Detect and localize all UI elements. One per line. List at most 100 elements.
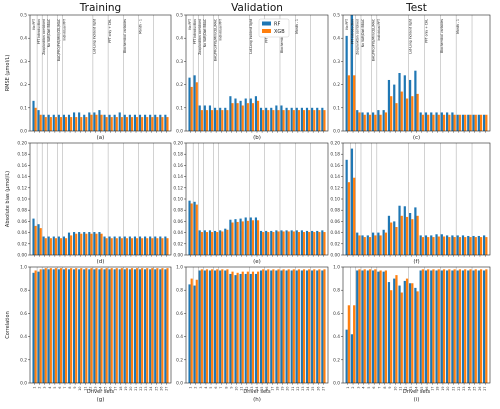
x-tick-label: 23	[462, 387, 466, 391]
x-tick-label: 2	[38, 387, 42, 389]
rf-bar	[133, 236, 137, 255]
group-annotation: PFT introduction	[37, 19, 41, 44]
rf-bar	[408, 213, 412, 255]
rf-bar	[198, 270, 201, 383]
xgb-bar	[59, 268, 63, 383]
xgb-bar	[474, 114, 477, 131]
xgb-bar	[34, 225, 37, 255]
rf-bar	[321, 107, 324, 131]
x-tick-label: 11	[399, 387, 403, 391]
xgb-bar	[156, 238, 159, 255]
xgb-bar	[75, 268, 78, 383]
y-tick-label: 0.12	[330, 185, 340, 191]
xgb-bar	[347, 75, 350, 131]
xgb-bar	[323, 232, 326, 255]
x-tick-label: 8	[68, 387, 72, 389]
rf-bar	[244, 98, 247, 131]
y-tick-label: 0.04	[173, 230, 183, 236]
xgb-bar	[246, 271, 249, 383]
x-tick-label: 5	[367, 387, 371, 389]
rf-bar	[73, 269, 76, 383]
xgb-bar	[166, 117, 169, 131]
group-annotation: Month - 1	[295, 19, 299, 34]
xgb-bar	[39, 228, 42, 255]
rf-bar	[371, 270, 375, 383]
xgb-bar	[85, 268, 88, 383]
x-tick-label: 10	[393, 387, 397, 391]
xgb-bar	[474, 269, 477, 383]
rf-bar	[316, 270, 319, 383]
xgb-bar	[308, 110, 311, 131]
panel-label: (h)	[253, 397, 261, 403]
rf-bar	[305, 107, 309, 131]
rf-bar	[133, 114, 137, 131]
xgb-bar	[458, 237, 462, 255]
xgb-bar	[427, 114, 430, 131]
rf-bar	[477, 270, 480, 383]
rf-bar	[47, 236, 50, 255]
rf-bar	[244, 273, 247, 383]
rf-bar	[149, 114, 152, 131]
rf-bar	[203, 105, 206, 131]
rf-bar	[430, 112, 433, 131]
xgb-bar	[231, 271, 234, 383]
y-tick-label: 0.5	[176, 13, 183, 19]
rf-bar	[350, 334, 354, 383]
xgb-bar	[231, 222, 234, 255]
x-tick-label: 16	[109, 387, 113, 391]
rf-bar	[78, 269, 81, 383]
rf-bar	[42, 236, 45, 255]
rf-bar	[93, 112, 96, 131]
xgb-bar	[251, 103, 255, 131]
xgb-bar	[416, 93, 419, 131]
rf-bar	[213, 107, 217, 131]
group-annotation: Individual PFT	[62, 19, 66, 41]
rf-bar	[32, 100, 35, 131]
xgb-bar	[166, 238, 169, 255]
xgb-bar	[64, 238, 68, 255]
xgb-bar	[80, 268, 83, 383]
rf-bar	[414, 287, 417, 383]
rf-bar	[198, 230, 201, 255]
xgb-bar	[120, 268, 123, 383]
x-tick-label: 26	[159, 387, 163, 391]
rf-bar	[377, 271, 380, 383]
y-tick-label: 0.2	[176, 82, 183, 88]
xgb-bar	[485, 114, 488, 131]
xgb-bar	[302, 110, 306, 131]
rf-bar	[213, 270, 217, 383]
rf-bar	[295, 107, 298, 131]
rf-bar	[393, 84, 396, 131]
rf-bar	[229, 96, 232, 131]
y-tick-label: 0.4	[20, 334, 27, 340]
rf-bar	[108, 269, 111, 383]
rf-bar	[93, 232, 96, 255]
xgb-bar	[130, 268, 134, 383]
x-tick-label: 4	[204, 387, 208, 389]
text-labels: Training Validation Test 0.0 0.1 0.2 0.3 0.4 0.5…	[5, 2, 487, 403]
rf-bar	[321, 270, 324, 383]
xgb-bar	[363, 114, 366, 131]
y-tick-label: 0.06	[330, 219, 340, 225]
rf-bar	[144, 269, 147, 383]
xgb-bar	[246, 103, 249, 131]
y-tick-label: 0.8	[20, 288, 27, 294]
xgb-bar	[379, 270, 382, 383]
x-tick-label: 13	[93, 387, 97, 391]
xgb-bar	[448, 237, 451, 255]
panel-label: (e)	[253, 259, 261, 265]
y-axis-label: RMSE (μmol/L)	[5, 55, 11, 92]
xgb-bar	[421, 269, 425, 383]
xgb-bar	[49, 268, 52, 383]
xgb-bar	[205, 232, 209, 255]
xgb-bar	[464, 269, 467, 383]
rf-bar	[446, 112, 449, 131]
xgb-bar	[241, 221, 244, 255]
rf-bar	[300, 270, 303, 383]
x-tick-label: 4	[362, 387, 366, 389]
xgb-bar	[34, 270, 37, 383]
x-tick-label: 9	[388, 387, 392, 389]
legend-label: XGB	[274, 29, 285, 35]
x-axis-label: Driver sets	[243, 389, 271, 395]
